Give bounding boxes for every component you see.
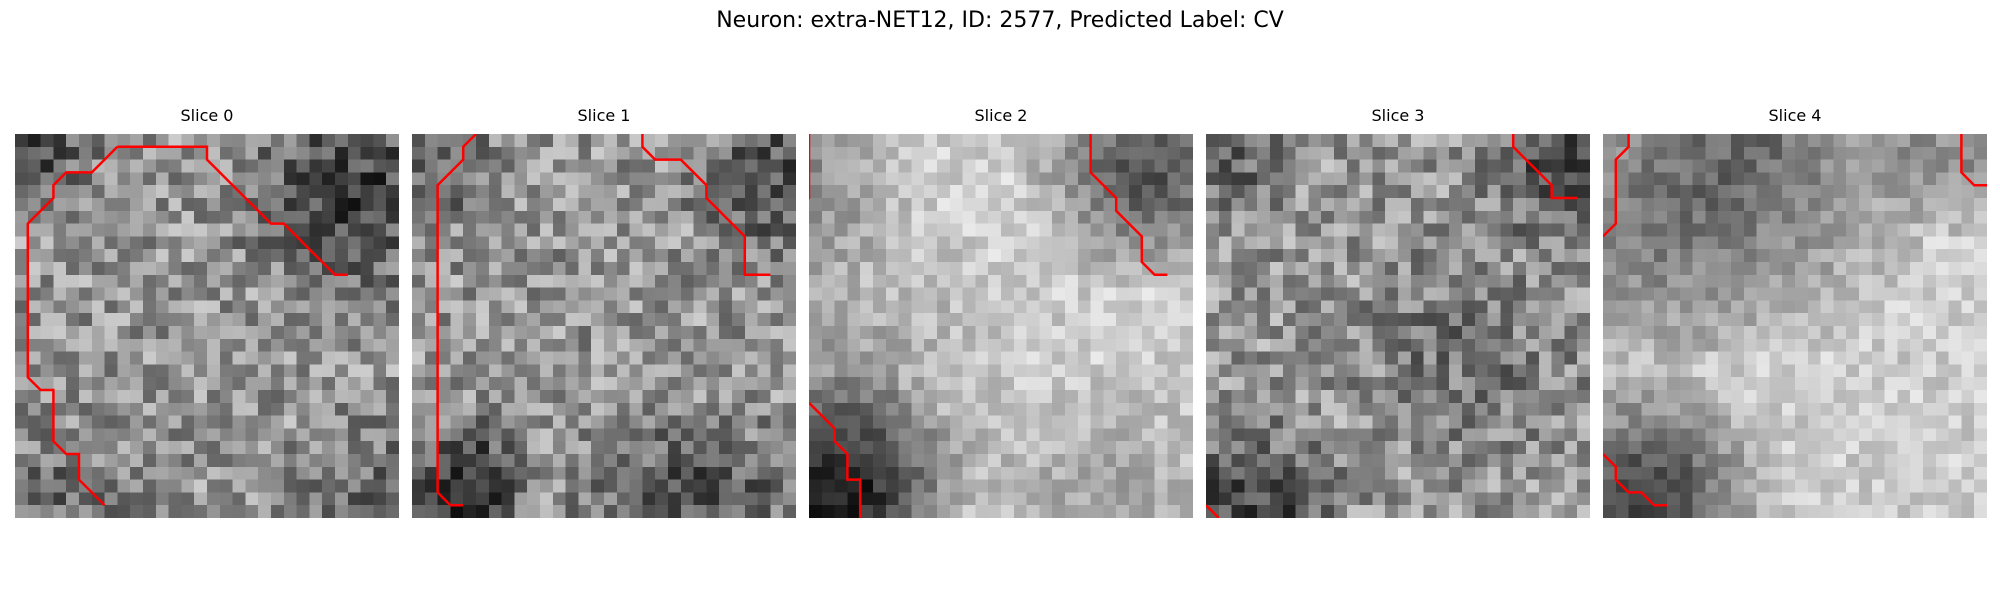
- slice-image: [1603, 134, 1987, 518]
- contour-overlay: [1206, 134, 1578, 518]
- slice-panel-1: Slice 1: [412, 106, 796, 518]
- contour-line: [1206, 504, 1220, 518]
- slice-panel-2: Slice 2: [809, 106, 1193, 518]
- contour-line: [1603, 453, 1667, 507]
- slice-panel-4: Slice 4: [1603, 106, 1987, 518]
- slice-image: [412, 134, 796, 518]
- slice-panel-3: Slice 3: [1206, 106, 1590, 518]
- slice-title: Slice 2: [974, 106, 1028, 125]
- contour-overlay: [436, 134, 771, 507]
- contour-line: [1511, 134, 1578, 200]
- contour-line: [436, 134, 477, 507]
- contour-line: [1603, 134, 1630, 238]
- figure-title: Neuron: extra-NET12, ID: 2577, Predicted…: [716, 8, 1284, 33]
- contour-line: [117, 145, 348, 277]
- contour-line: [1089, 134, 1168, 277]
- contour-line: [641, 134, 771, 277]
- contour-overlay: [1603, 134, 1987, 507]
- contour-line: [26, 145, 119, 507]
- slice-panel-0: Slice 0: [15, 106, 399, 518]
- slice-image: [809, 134, 1193, 518]
- slice-title: Slice 4: [1768, 106, 1822, 125]
- slice-title: Slice 1: [577, 106, 631, 125]
- slice-title: Slice 0: [180, 106, 234, 125]
- slice-image: [1206, 134, 1590, 518]
- slice-title: Slice 3: [1371, 106, 1425, 125]
- contour-overlay: [809, 134, 1168, 518]
- contour-line: [809, 401, 862, 518]
- contour-line: [1960, 134, 1987, 187]
- contour-overlay: [26, 145, 348, 507]
